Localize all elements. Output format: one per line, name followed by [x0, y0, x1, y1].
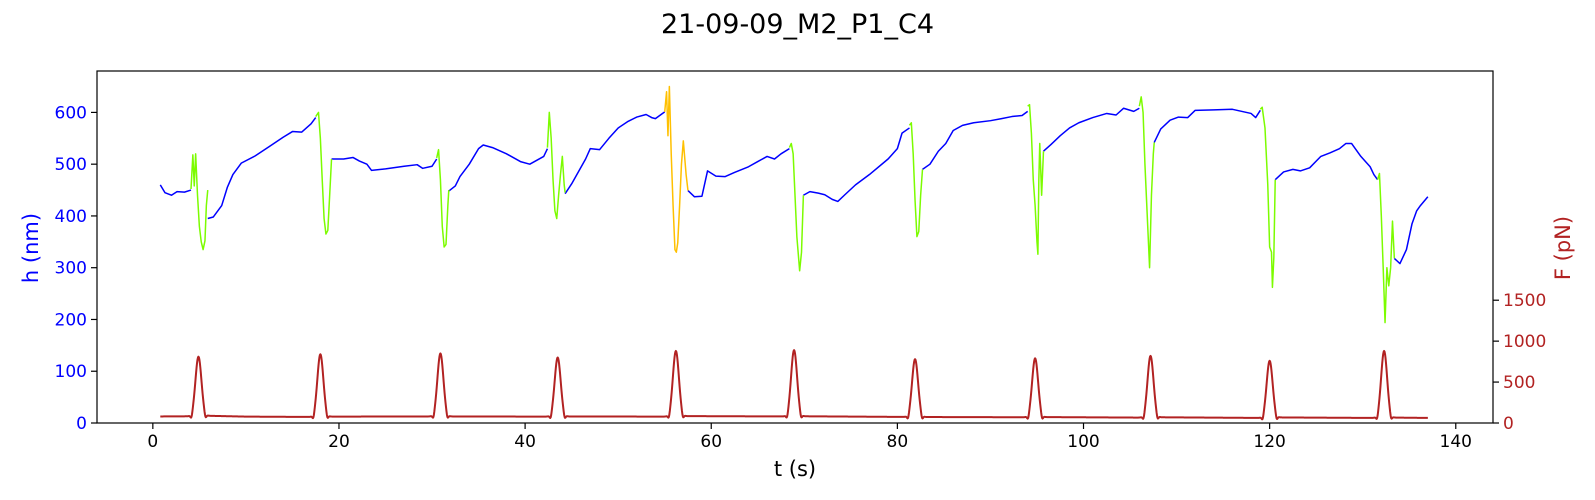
y-right-tick-label: 1000: [1503, 332, 1546, 352]
y-left-tick-label: 200: [55, 310, 87, 330]
height-baseline-segment-5: [687, 148, 790, 198]
height-baseline-segment-3: [448, 144, 549, 192]
y-left-tick-label: 600: [55, 103, 87, 123]
x-axis-title: t (s): [774, 457, 816, 481]
height-baseline-segment-10: [1274, 142, 1379, 181]
y-left-tick-label: 300: [55, 259, 87, 279]
height-baseline-segment-6: [803, 127, 910, 203]
height-pulse-segment-8: [1259, 106, 1276, 289]
y-right-tick-label: 0: [1503, 414, 1514, 434]
y-axis-right: 0 500 1000 1500: [1493, 291, 1546, 434]
height-baseline-segment-0: [159, 184, 192, 196]
y-left-tick-label: 100: [55, 362, 87, 382]
y-left-tick-label: 0: [76, 414, 87, 434]
x-tick-label: 140: [1440, 432, 1472, 452]
force-series-line: [159, 349, 1429, 421]
height-pulse-segment-2: [435, 148, 450, 248]
chart-title: 21-09-09_M2_P1_C4: [661, 9, 934, 40]
x-tick-label: 80: [887, 432, 909, 452]
height-pulse-segment-1: [315, 111, 333, 235]
height-baseline-segment-4: [564, 111, 666, 195]
x-tick-label: 0: [147, 432, 158, 452]
y-right-tick-label: 1500: [1503, 291, 1546, 311]
series-layer: [159, 85, 1429, 421]
y-axis-left: 0 100 200 300 400 500 600: [55, 103, 97, 434]
y-axis-right-title: F (pN): [1551, 216, 1575, 280]
height-baseline-segment-9: [1153, 108, 1261, 143]
x-tick-label: 20: [328, 432, 350, 452]
x-tick-label: 120: [1253, 432, 1285, 452]
height-pulse-segment-0: [190, 153, 209, 251]
height-baseline-segment-7: [922, 110, 1029, 170]
height-pulse-segment-9: [1376, 172, 1396, 324]
height-pulse-segment-3: [546, 111, 566, 220]
y-left-tick-label: 500: [55, 155, 87, 175]
x-tick-label: 40: [514, 432, 536, 452]
height-baseline-segment-1: [207, 117, 317, 220]
height-baseline-segment-11: [1393, 196, 1429, 265]
x-axis: 0 20 40 60 80 100 120 140: [147, 423, 1472, 452]
y-left-tick-label: 400: [55, 207, 87, 227]
plot-frame: [96, 70, 1494, 424]
x-tick-label: 60: [700, 432, 722, 452]
y-axis-left-title: h (nm): [19, 213, 43, 283]
height-pulse-highlight-segment-0: [663, 85, 689, 253]
x-tick-label: 100: [1067, 432, 1099, 452]
height-pulse-segment-4: [788, 142, 805, 272]
height-pulse-segment-5: [908, 122, 924, 238]
height-pulse-segment-7: [1138, 96, 1155, 269]
y-right-tick-label: 500: [1503, 373, 1535, 393]
height-baseline-segment-8: [1042, 107, 1140, 152]
height-pulse-segment-6: [1027, 103, 1045, 255]
height-baseline-segment-2: [331, 156, 438, 172]
